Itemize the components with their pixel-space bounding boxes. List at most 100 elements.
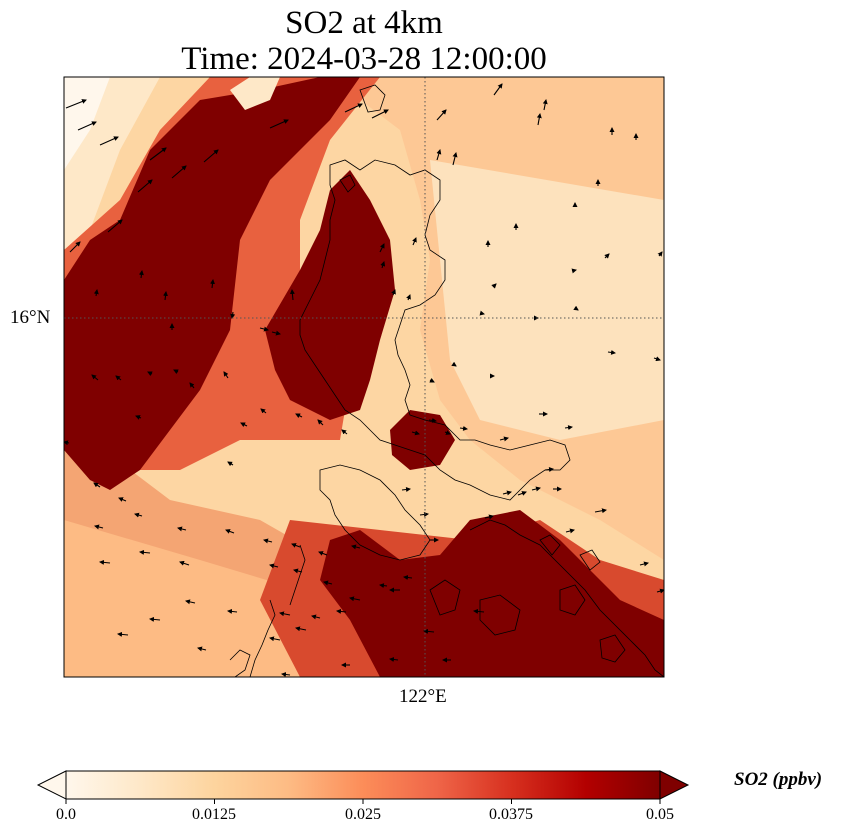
wind-arrow	[240, 422, 248, 428]
wind-arrow	[594, 508, 607, 514]
wind-arrow	[107, 219, 123, 233]
wind-arrow	[493, 83, 503, 96]
wind-arrow	[536, 113, 542, 126]
wind-arrow	[639, 561, 649, 567]
wind-arrow	[189, 382, 195, 389]
wind-arrow	[185, 599, 196, 605]
field-east-light	[430, 160, 664, 440]
wind-arrow	[179, 560, 190, 566]
wind-arrow	[99, 136, 119, 146]
wind-arrow	[99, 559, 111, 565]
wind-arrow	[295, 413, 303, 419]
coastline-islet-7	[539, 534, 561, 556]
wind-arrow	[64, 440, 70, 446]
colorbar	[36, 770, 690, 804]
map-title-line1: SO2 at 4km	[285, 5, 443, 41]
coastline-islet-5	[559, 584, 586, 616]
wind-arrow	[341, 429, 348, 435]
wind-arrow	[517, 491, 527, 496]
wind-arrow	[436, 149, 442, 161]
coastline-peninsula	[319, 464, 431, 561]
wind-arrow	[149, 616, 161, 622]
wind-arrow	[657, 251, 663, 257]
coastline-islet-4	[429, 579, 461, 616]
coastline-islet-2	[339, 174, 356, 193]
wind-arrow	[411, 430, 420, 436]
wind-arrow	[223, 371, 229, 379]
wind-arrow	[459, 425, 468, 431]
wind-arrow	[227, 461, 234, 467]
wind-arrow	[607, 349, 616, 355]
wind-arrow	[653, 356, 661, 362]
wind-arrow	[225, 529, 235, 534]
wind-arrow	[173, 369, 179, 375]
lat-tick-label: 16°N	[10, 307, 51, 328]
wind-arrow	[479, 310, 485, 316]
wind-arrow	[380, 261, 386, 269]
wind-arrow	[65, 99, 87, 109]
wind-arrow	[69, 241, 81, 253]
wind-arrow	[484, 514, 494, 520]
wind-arrow	[295, 626, 307, 632]
wind-arrow	[444, 430, 451, 435]
wind-arrow	[115, 375, 122, 381]
coastline-main-island	[299, 159, 571, 501]
wind-arrow	[565, 528, 575, 534]
wind-arrow	[389, 657, 399, 662]
field-high-south	[320, 510, 664, 677]
coastline-north-islet	[359, 84, 386, 113]
wind-vectors	[64, 83, 664, 677]
wind-arrow	[571, 268, 577, 274]
wind-arrow	[281, 672, 291, 677]
wind-arrow	[163, 291, 168, 301]
wind-arrow	[564, 425, 573, 431]
wind-arrow	[419, 512, 429, 517]
wind-arrow	[351, 544, 361, 550]
coastline-islet-3	[479, 594, 521, 636]
colorbar-tick-label-4: 0.05	[646, 806, 674, 823]
colorbar-extend-max	[659, 770, 690, 800]
wind-arrow	[491, 283, 497, 289]
wind-arrow	[371, 109, 389, 119]
wind-arrow	[147, 371, 153, 377]
wind-arrow	[210, 279, 215, 289]
wind-arrow	[118, 497, 127, 502]
lon-tick-label: 122°E	[399, 686, 447, 707]
map-area	[64, 77, 664, 677]
wind-arrow	[429, 377, 435, 383]
wind-arrow	[134, 512, 143, 518]
wind-arrow	[452, 152, 458, 166]
wind-arrow	[349, 596, 361, 602]
wind-arrow	[451, 361, 457, 367]
wind-arrow	[401, 487, 411, 492]
field-nw-lighter	[64, 77, 110, 170]
wind-arrow	[656, 588, 664, 594]
wind-arrow	[94, 524, 104, 530]
wind-arrow	[289, 289, 295, 301]
wind-arrow	[344, 103, 363, 113]
wind-arrow	[323, 580, 333, 586]
wind-arrow	[293, 568, 303, 574]
wind-arrow	[436, 109, 447, 121]
wind-arrow	[137, 179, 153, 193]
wind-arrow	[227, 608, 238, 614]
colorbar-tick-label-0: 0.0	[56, 806, 76, 823]
map-title-line2: Time: 2024-03-28 12:00:00	[181, 41, 547, 77]
wind-arrow	[403, 575, 413, 580]
wind-arrow	[203, 149, 219, 163]
colorbar-tick-label-1: 0.0125	[192, 806, 236, 823]
wind-arrow	[117, 631, 129, 637]
wind-arrow	[230, 311, 236, 319]
wind-arrow	[412, 237, 417, 246]
wind-arrow	[502, 490, 512, 496]
wind-arrow	[93, 289, 99, 297]
wind-arrow	[269, 563, 279, 569]
wind-arrow	[149, 147, 167, 161]
wind-arrow	[271, 330, 281, 336]
wind-arrow	[428, 417, 437, 423]
colorbar-title: SO2 (ppbv)	[734, 769, 823, 790]
coastline-islet-1	[229, 649, 251, 677]
wind-arrow	[542, 99, 548, 111]
wind-arrow	[139, 549, 151, 555]
wind-arrow	[531, 486, 541, 492]
